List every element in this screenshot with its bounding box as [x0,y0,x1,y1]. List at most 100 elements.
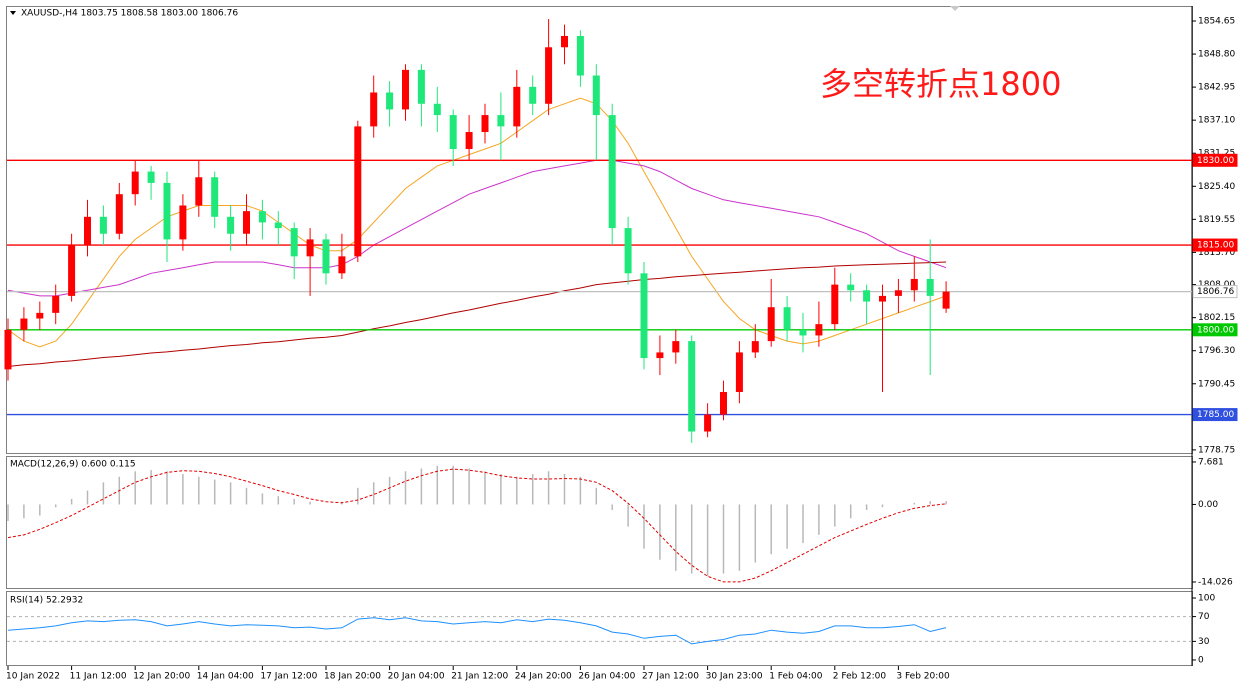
x-tick-label: 27 Jan 12:00 [642,672,699,682]
y-tick-label: 0 [1198,655,1204,665]
candle-body [179,205,187,240]
collapse-arrow [10,11,16,15]
candle-body [529,86,537,104]
candle-body [402,69,409,110]
candle-body [624,228,632,274]
x-tick-label: 10 Jan 2022 [6,672,60,682]
y-tick-label: 7.681 [1198,457,1224,467]
rsi-line [7,617,947,645]
candle-body [99,216,107,234]
annotation: 多空转折点1800 [820,65,1061,103]
level-label: 1785.00 [1197,410,1234,420]
candle-body [831,284,839,325]
candle-body [36,312,44,319]
candle-body [863,290,871,302]
candle-body [481,115,489,133]
candle-body [274,222,282,229]
x-tick-label: 21 Jan 12:00 [451,672,508,682]
x-tick-label: 17 Jan 12:00 [260,672,317,682]
y-tick-label: 0.00 [1198,500,1218,510]
candle-body [243,211,250,234]
y-tick-label: 1848.80 [1198,50,1235,60]
candle-body [910,278,918,291]
y-tick-label: 1778.75 [1198,445,1235,455]
candle-body [592,75,600,116]
moving-average [7,261,947,367]
candle-body [465,132,473,149]
candle-body [115,194,123,234]
candle-body [258,211,266,223]
candle-body [815,324,823,336]
y-tick-label: -14.026 [1198,578,1233,588]
candle-body [20,318,28,330]
candle-body [68,245,76,296]
candle-body [227,216,235,234]
candle-body [688,341,696,432]
rsi-title: RSI(14) 52.2932 [10,596,83,606]
level-label: 1806.76 [1197,287,1234,297]
candle-body [338,256,346,274]
level-label: 1815.00 [1197,241,1234,251]
candle-body [720,391,727,415]
candle-body [783,307,791,330]
x-tick-label: 20 Jan 04:00 [388,672,445,682]
candle-body [370,92,378,127]
candle-body [767,307,775,342]
candle-body [497,115,505,127]
candle-body [926,278,934,296]
candle-body [131,171,139,195]
y-tick-label: 1825.40 [1198,182,1235,192]
candle-body [656,352,664,359]
candle-body [799,329,807,336]
candle-body [417,69,425,104]
y-tick-label: 1802.15 [1198,313,1235,323]
x-tick-label: 12 Jan 20:00 [133,672,190,682]
x-tick-label: 14 Jan 04:00 [197,672,254,682]
level-label: 1800.00 [1197,325,1234,335]
level-tag [1192,323,1238,337]
level-tag [1192,238,1238,252]
y-tick-label: 1831.25 [1198,149,1235,159]
candle-body [195,177,203,206]
candle-body [163,182,171,240]
candle-body [306,239,314,257]
candle-body [847,284,855,291]
y-tick-label: 1813.70 [1198,248,1235,258]
candle-body [545,47,553,104]
candle-body [433,103,441,116]
candle-body [576,35,584,76]
candle-body [290,228,298,257]
x-tick-label: 24 Jan 20:00 [515,672,572,682]
candle-body [211,177,219,217]
level-tag [1192,285,1238,299]
candle-body [672,341,680,353]
shift-marker [950,6,960,11]
candle-body [513,86,521,127]
level-tag [1192,153,1238,167]
y-tick-label: 1796.30 [1198,346,1235,356]
candle-body [879,295,886,302]
level-label: 1830.00 [1197,156,1234,166]
candle-body [4,329,12,370]
y-tick-label: 70 [1198,612,1210,622]
candle-body [640,273,648,359]
candle-body [608,115,616,229]
x-tick-label: 3 Feb 20:00 [896,672,950,682]
candle-body [894,290,902,296]
candle-body [354,126,362,257]
y-tick-label: 30 [1198,637,1210,647]
y-tick-label: 1808.00 [1198,280,1235,290]
candle-body [751,341,759,353]
x-tick-label: 26 Jan 04:00 [578,672,635,682]
candle-body [704,414,712,432]
candle-body [449,115,457,149]
macd-title: MACD(12,26,9) 0.600 0.115 [10,460,136,470]
x-tick-label: 2 Feb 12:00 [833,672,887,682]
moving-average [7,159,947,297]
x-tick-label: 18 Jan 20:00 [324,672,381,682]
candle-body [322,239,330,274]
candle-body [52,295,60,313]
